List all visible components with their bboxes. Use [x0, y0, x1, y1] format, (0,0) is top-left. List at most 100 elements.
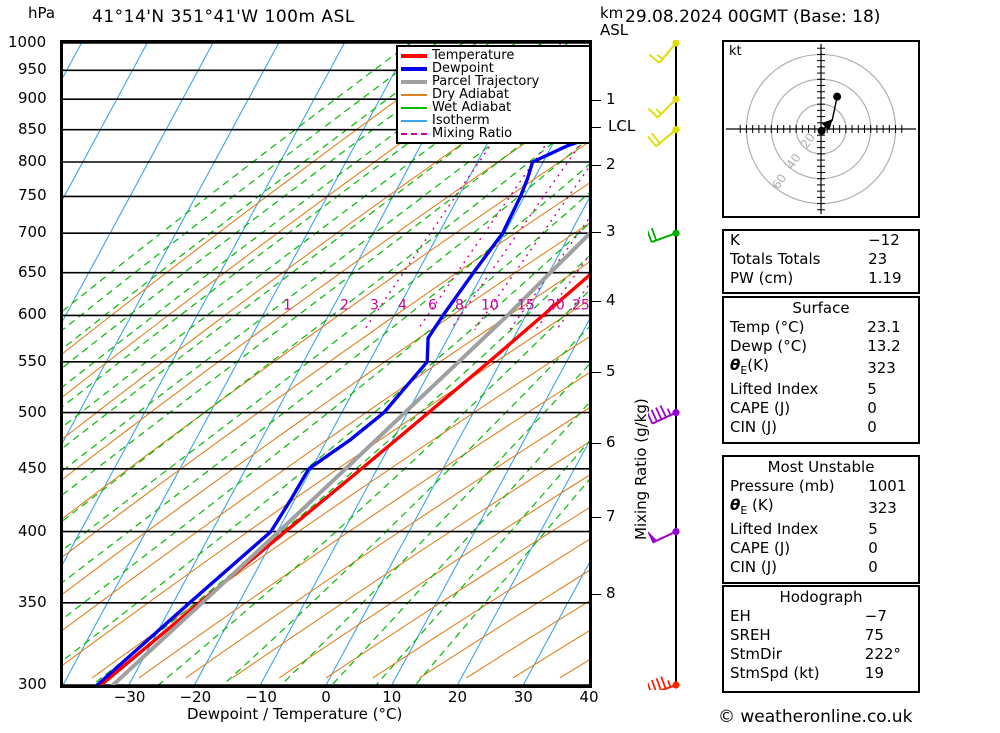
height-tick-7: 7: [606, 507, 616, 526]
most-unstable-section-title: Most Unstable: [767, 458, 875, 476]
index-name: SREH: [730, 626, 771, 644]
datetime-label: 29.08.2024 00GMT (Base: 18): [625, 7, 881, 27]
svg-text:1: 1: [283, 297, 292, 313]
index-value: 19: [864, 664, 884, 682]
wind-barb: [648, 40, 680, 64]
pressure-tick-550: 550: [18, 351, 47, 370]
legend-swatch: [401, 66, 427, 71]
legend-item-dewpoint: Dewpoint: [401, 61, 589, 76]
hodograph-panel[interactable]: 20 40 60 kt: [722, 40, 920, 218]
temp-tick-0: 0: [321, 688, 331, 706]
legend-label: Isotherm: [432, 113, 490, 128]
copyright-label: © weatheronline.co.uk: [718, 707, 913, 727]
mixing-ratio-axis-title: Mixing Ratio (g/kg): [632, 398, 650, 540]
index-name: CAPE (J): [730, 399, 791, 417]
legend-swatch: [401, 79, 427, 84]
temp-tick-20: 20: [447, 688, 468, 706]
index-value: 0: [867, 418, 877, 436]
index-name: StmSpd (kt): [730, 664, 820, 682]
index-row: Lifted Index 5: [724, 380, 918, 399]
pressure-unit-label: hPa: [28, 4, 56, 22]
index-row: K −12: [724, 231, 918, 250]
pressure-tick-750: 750: [18, 186, 47, 205]
height-tick-mark: [592, 301, 601, 303]
svg-text:60: 60: [769, 171, 789, 192]
wind-barb: [648, 676, 680, 690]
legend-label: Dewpoint: [432, 61, 494, 76]
height-tick-1: 1: [606, 89, 616, 108]
index-value: 0: [868, 558, 878, 576]
index-name: Lifted Index: [730, 520, 819, 538]
height-tick-2: 2: [606, 155, 616, 174]
temp-tick--20: −20: [179, 688, 212, 706]
index-row: θE(K) 323: [724, 356, 918, 380]
index-name: Temp (°C): [730, 318, 805, 336]
pressure-tick-400: 400: [18, 521, 47, 540]
index-row: StmDir 222°: [724, 645, 918, 664]
legend-swatch: [401, 106, 427, 109]
hodograph-section-title: Hodograph: [779, 588, 863, 606]
index-row: PW (cm) 1.19: [724, 269, 918, 288]
legend-label: Parcel Trajectory: [432, 74, 540, 89]
height-unit-label-asl: ASL: [600, 21, 629, 39]
index-value: 75: [864, 626, 884, 644]
height-tick-5: 5: [606, 361, 616, 380]
height-tick-mark: [592, 517, 601, 519]
height-unit-label-km: km: [600, 4, 624, 22]
pressure-tick-650: 650: [18, 262, 47, 281]
pressure-tick-800: 800: [18, 151, 47, 170]
index-row: CAPE (J) 0: [724, 399, 918, 418]
pressure-tick-950: 950: [18, 60, 47, 79]
index-value: 323: [867, 358, 896, 377]
index-value: 5: [868, 520, 878, 538]
index-row: θE (K) 323: [724, 496, 918, 520]
legend-item-isotherm: Isotherm: [401, 113, 589, 128]
height-tick-mark: [592, 371, 601, 373]
height-tick-6: 6: [606, 433, 616, 452]
index-row: Totals Totals 23: [724, 250, 918, 269]
height-tick-4: 4: [606, 291, 616, 310]
index-value: 23: [868, 250, 888, 268]
pressure-tick-1000: 1000: [8, 33, 47, 51]
index-value: 222°: [864, 645, 901, 663]
svg-text:8: 8: [455, 297, 464, 313]
pressure-tick-850: 850: [18, 119, 47, 138]
index-name: CIN (J): [730, 418, 778, 436]
skewt-diagram[interactable]: 1 2 3 4 6 8 10 15 20 25 Temperature Dewpoint Parcel…: [60, 40, 592, 688]
index-row: Lifted Index 5: [724, 520, 918, 539]
index-name: Pressure (mb): [730, 477, 835, 495]
svg-text:2: 2: [340, 297, 349, 313]
hodograph-unit-label: kt: [729, 44, 742, 59]
index-row: CAPE (J) 0: [724, 539, 918, 558]
index-value: 0: [868, 539, 878, 557]
index-name: Totals Totals: [730, 250, 821, 268]
svg-text:40: 40: [783, 151, 803, 172]
svg-text:4: 4: [398, 297, 407, 313]
svg-text:3: 3: [370, 297, 379, 313]
height-tick-mark: [592, 165, 601, 167]
height-tick-3: 3: [606, 222, 616, 241]
legend-label: Dry Adiabat: [432, 87, 509, 102]
legend: Temperature Dewpoint Parcel Trajectory Dry …: [396, 45, 589, 144]
index-value: 5: [867, 380, 877, 398]
legend-swatch: [401, 93, 427, 96]
index-row: EH −7: [724, 607, 918, 626]
wind-barb: [648, 405, 680, 425]
index-value: 23.1: [867, 318, 901, 336]
legend-swatch: [401, 132, 427, 135]
surface-section-title: Surface: [792, 299, 850, 317]
wind-barb: [648, 95, 680, 119]
index-row: Pressure (mb) 1001: [724, 477, 918, 496]
index-value: 1.19: [868, 269, 902, 287]
temp-tick-40: 40: [579, 688, 599, 706]
index-value: −12: [868, 231, 900, 249]
skewt-canvas: 1 2 3 4 6 8 10 15 20 25: [63, 43, 589, 685]
temp-tick--30: −30: [113, 688, 146, 706]
index-value: 1001: [868, 477, 907, 495]
index-name: EH: [730, 607, 751, 625]
wind-barb: [648, 227, 680, 244]
legend-label: Wet Adiabat: [432, 100, 512, 115]
pressure-tick-300: 300: [18, 675, 47, 693]
index-row: CIN (J) 0: [724, 558, 918, 577]
